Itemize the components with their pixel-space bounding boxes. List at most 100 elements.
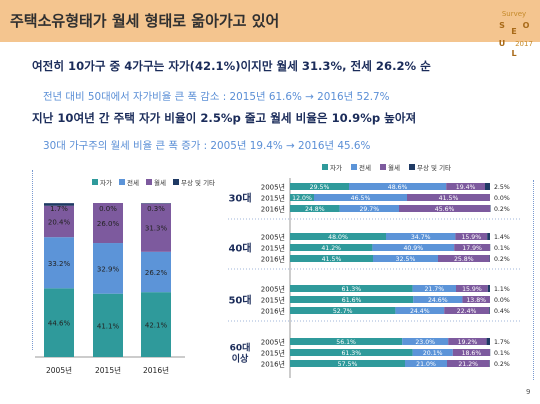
legend-swatch-1	[351, 164, 357, 170]
hbar-label-3-0-3: 1.7%	[494, 339, 510, 346]
legend-swatch-2	[380, 164, 386, 170]
hbar-label-0-0-1: 48.6%	[388, 184, 408, 191]
hbar-0-1-1	[314, 194, 407, 201]
group-label-3: 60대 이상	[230, 342, 251, 365]
row-year-1-1: 2015년	[261, 244, 285, 253]
hbar-label-0-2-0: 24.8%	[305, 206, 325, 213]
hbar-label-2-2-3: 0.4%	[494, 308, 510, 315]
data-label-2-2: 31.3%	[145, 225, 168, 233]
logo-letter-l: L	[511, 49, 516, 58]
category-label-0: 2005년	[46, 365, 72, 375]
bullet-decade-trend: 지난 10여년 간 주택 자가 비율이 2.5%p 줄고 월세 비율은 10.9…	[32, 111, 417, 125]
hbar-0-2-2	[399, 205, 491, 212]
hbar-label-3-2-2: 21.2%	[458, 361, 478, 368]
hbar-2-2-3	[489, 307, 490, 314]
hbar-3-2-1	[405, 360, 447, 367]
legend-label-2: 월세	[388, 163, 400, 172]
hbar-label-2-2-0: 52.7%	[333, 308, 353, 315]
data-label-1-2: 26.2%	[145, 269, 168, 277]
bar-2-2	[141, 203, 171, 252]
hbar-label-1-0-1: 34.7%	[411, 234, 431, 241]
group-label-1: 40대	[228, 242, 251, 255]
hbar-label-3-1-2: 18.6%	[462, 350, 482, 357]
subbullet-30s-monthly: 30대 가구주의 월세 비율 큰 폭 증가 : 2005년 19.4% → 20…	[43, 140, 371, 152]
hbar-2-1-0	[290, 296, 414, 303]
hbar-0-1-0	[290, 194, 314, 201]
row-year-3-1: 2015년	[261, 349, 285, 358]
hbar-2-1-2	[462, 296, 490, 303]
subbullet-50s-change: 전년 대비 50대에서 자가비율 큰 폭 감소 : 2015년 61.6% → …	[43, 91, 390, 103]
hbar-label-3-1-1: 20.1%	[423, 350, 443, 357]
logo-letter-u: U	[499, 39, 506, 48]
legend-swatch-0	[92, 179, 98, 185]
hbar-label-0-2-2: 45.6%	[435, 206, 455, 213]
bullet-own-rate: 여전히 10가구 중 4가구는 자가(42.1%)이지만 월세 31.3%, 전…	[32, 59, 431, 73]
logo-letter-e: E	[511, 27, 516, 36]
hbar-label-1-1-3: 0.1%	[494, 245, 510, 252]
hbar-label-2-0-2: 15.9%	[462, 286, 482, 293]
hbar-label-1-0-3: 1.4%	[494, 234, 510, 241]
header-bar: 주택소유형태가 월세 형태로 옮아가고 있어	[0, 0, 540, 42]
hbar-label-1-2-1: 32.5%	[396, 256, 416, 263]
hbar-0-1-2	[407, 194, 490, 201]
data-label-2-0: 20.4%	[48, 218, 71, 226]
bar-1-0	[44, 237, 74, 289]
legend-swatch-2	[146, 179, 152, 185]
hbar-1-1-2	[454, 244, 490, 251]
hbar-2-0-0	[290, 285, 413, 292]
hbar-label-3-1-3: 0.1%	[494, 350, 510, 357]
data-label-3-0: 1.7%	[50, 205, 68, 213]
hbar-label-2-0-3: 1.1%	[494, 286, 510, 293]
hbar-1-2-1	[373, 255, 438, 262]
row-year-1-2: 2016년	[261, 255, 285, 264]
hbar-1-0-2	[455, 233, 488, 240]
hbar-1-2-0	[290, 255, 373, 262]
row-year-3-2: 2016년	[261, 360, 285, 369]
legend-label-1: 전세	[359, 163, 371, 172]
hbar-label-1-0-0: 48.0%	[328, 234, 348, 241]
bar-0-0	[44, 288, 74, 357]
hbar-label-1-2-0: 41.5%	[322, 256, 342, 263]
hbar-label-2-2-2: 22.4%	[457, 308, 477, 315]
hbar-label-3-2-3: 0.2%	[494, 361, 510, 368]
bar-3-0	[44, 203, 74, 206]
hbar-label-1-1-0: 41.2%	[321, 245, 341, 252]
logo-letter-o: O	[523, 21, 530, 30]
hbar-3-2-0	[290, 360, 405, 367]
hbar-label-0-1-3: 0.0%	[494, 195, 510, 202]
bar-0-1	[93, 293, 123, 357]
hbar-label-0-0-3: 2.5%	[494, 184, 510, 191]
logo-letter-s: S	[499, 21, 505, 30]
data-label-0-1: 41.1%	[97, 322, 120, 330]
decorative-dotted-line-left	[32, 170, 33, 350]
data-label-3-2: 0.3%	[147, 205, 165, 213]
hbar-2-2-0	[290, 307, 396, 314]
hbar-0-0-1	[349, 183, 447, 190]
hbar-2-0-2	[456, 285, 488, 292]
hbar-label-3-0-1: 23.0%	[415, 339, 435, 346]
category-label-2: 2016년	[143, 365, 169, 375]
hbar-3-1-0	[290, 349, 413, 356]
legend-label-3: 무상 및 기타	[181, 178, 215, 187]
bar-2-1	[93, 203, 123, 244]
legend-label-0: 자가	[330, 163, 342, 172]
hbar-3-1-2	[452, 349, 490, 356]
decorative-dotted-line-right	[533, 180, 534, 380]
hbar-label-0-0-2: 19.4%	[456, 184, 476, 191]
hbar-label-3-1-0: 61.3%	[341, 350, 361, 357]
hbar-label-0-1-2: 41.5%	[439, 195, 459, 202]
row-year-0-1: 2015년	[261, 194, 285, 203]
hbar-label-2-1-1: 24.6%	[428, 297, 448, 304]
data-label-3-1: 0.0%	[99, 205, 117, 213]
legend-swatch-3	[173, 179, 179, 185]
hbar-label-1-1-2: 17.9%	[462, 245, 482, 252]
legend-swatch-0	[322, 164, 328, 170]
data-label-2-1: 26.0%	[97, 220, 120, 228]
group-label-2: 50대	[228, 294, 251, 307]
legend-swatch-1	[119, 179, 125, 185]
bar-1-2	[141, 251, 171, 293]
hbar-0-0-3	[485, 183, 490, 190]
legend-label-2: 월세	[154, 178, 166, 187]
hbar-label-3-0-2: 19.2%	[458, 339, 478, 346]
hbar-0-2-1	[339, 205, 399, 212]
